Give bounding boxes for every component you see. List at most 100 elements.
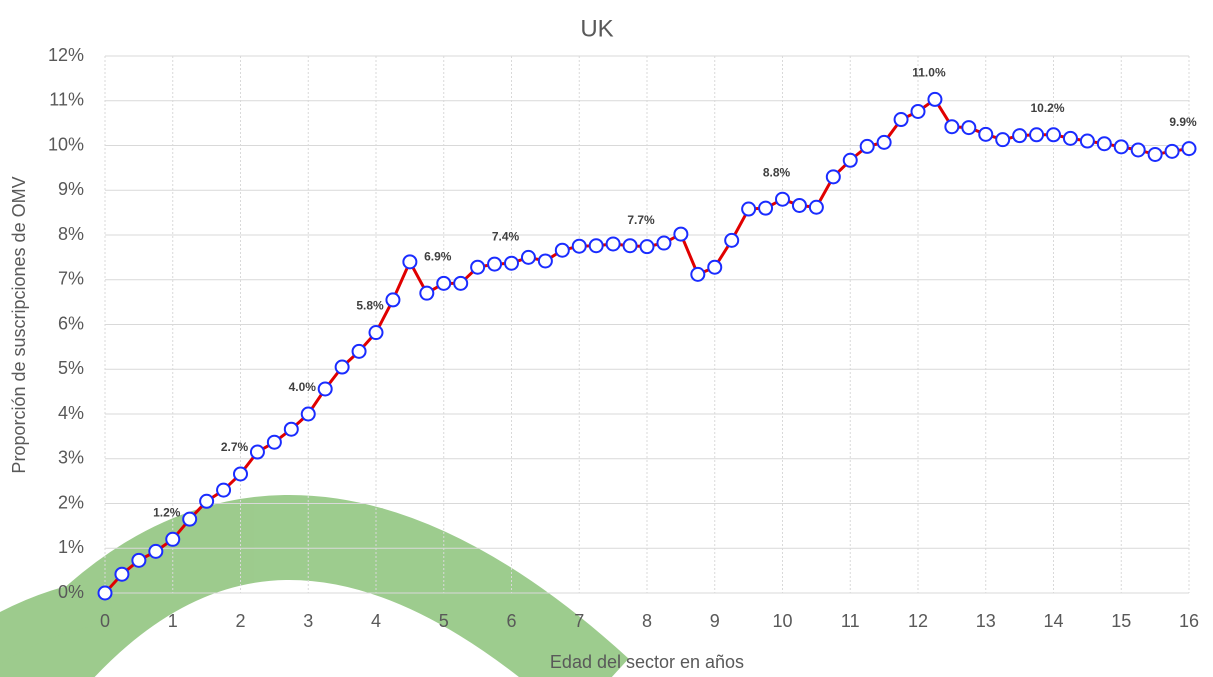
data-point [385,292,401,308]
data-point [1181,141,1197,157]
data-point [656,235,672,251]
data-point [1029,127,1045,143]
y-tick-label: 4% [58,403,84,423]
data-point [233,466,248,482]
data-point [520,249,536,265]
data-point [114,566,130,582]
y-axis-label: Proporción de suscripciones de OMV [9,176,29,473]
data-point [368,325,384,341]
x-tick-label: 11 [841,611,860,631]
y-tick-label: 3% [58,448,84,468]
data-label: 8.8% [763,165,791,179]
data-point [961,120,977,136]
data-point [876,134,892,150]
data-point [182,511,198,527]
data-point [131,552,147,568]
data-point [1096,136,1112,152]
data-label: 2.7% [221,440,249,454]
y-tick-label: 0% [58,582,84,602]
x-tick-label: 14 [1043,611,1063,631]
y-tick-label: 7% [58,269,84,289]
data-point [995,132,1011,148]
data-label: 4.0% [289,380,317,394]
x-tick-label: 1 [168,611,178,631]
data-point [554,242,570,258]
data-point [97,585,113,601]
data-point [436,275,452,291]
plot-area [97,55,1197,601]
y-tick-label: 12% [48,45,84,65]
data-point [978,126,994,142]
data-point [504,255,519,271]
watermark [0,495,629,677]
data-point [334,359,350,375]
data-point [605,236,621,252]
x-tick-label: 2 [235,611,245,631]
data-point [165,531,181,547]
data-point [317,381,333,397]
x-tick-label: 3 [303,611,313,631]
data-point [1012,128,1028,144]
x-tick-label: 16 [1179,611,1199,631]
data-label: 5.8% [356,299,384,313]
x-axis-label: Edad del sector en años [550,652,744,672]
data-point [402,254,418,270]
data-point [148,543,164,559]
data-point [1147,146,1163,162]
chart-title: UK [580,15,613,42]
watermark-arc [0,577,114,664]
data-point [453,275,469,291]
y-tick-label: 5% [58,358,84,378]
x-tick-label: 6 [506,611,516,631]
data-point [927,91,943,107]
data-point [1113,139,1129,155]
data-point [741,201,757,217]
data-point [808,199,824,215]
y-tick-label: 8% [58,224,84,244]
data-point [707,259,723,275]
data-point [537,253,553,269]
data-point [199,493,215,509]
data-point [249,444,265,460]
data-point [859,138,875,154]
x-tick-label: 0 [100,611,110,631]
data-label: 1.2% [153,505,181,519]
y-tick-label: 2% [58,492,84,512]
data-point [1130,142,1146,158]
data-point [266,434,282,450]
data-point [470,259,486,275]
x-tick-label: 5 [439,611,449,631]
x-tick-label: 4 [371,611,381,631]
x-tick-label: 10 [772,611,792,631]
data-point [791,197,807,213]
data-point [283,421,299,437]
y-tick-label: 6% [58,313,84,333]
data-point [588,238,604,254]
data-point [622,238,638,254]
x-tick-label: 15 [1111,611,1131,631]
x-tick-label: 9 [710,611,720,631]
x-tick-label: 13 [976,611,996,631]
data-label: 10.2% [1030,101,1064,115]
data-point [842,152,858,168]
data-point [487,256,503,272]
y-tick-label: 1% [58,537,84,557]
data-point [1062,130,1078,146]
data-label: 9.9% [1169,115,1197,129]
data-point [758,200,774,216]
data-point [216,482,232,498]
data-point [1046,127,1061,143]
data-point [893,112,909,128]
data-point [825,169,841,185]
data-label: 11.0% [912,66,946,80]
data-point [639,239,655,255]
data-point [300,406,316,422]
data-point [351,343,367,359]
data-point [1164,143,1180,159]
data-point [690,266,706,282]
data-point [724,232,740,248]
x-tick-label: 7 [574,611,584,631]
y-tick-label: 9% [58,179,84,199]
y-tick-label: 11% [49,90,84,110]
